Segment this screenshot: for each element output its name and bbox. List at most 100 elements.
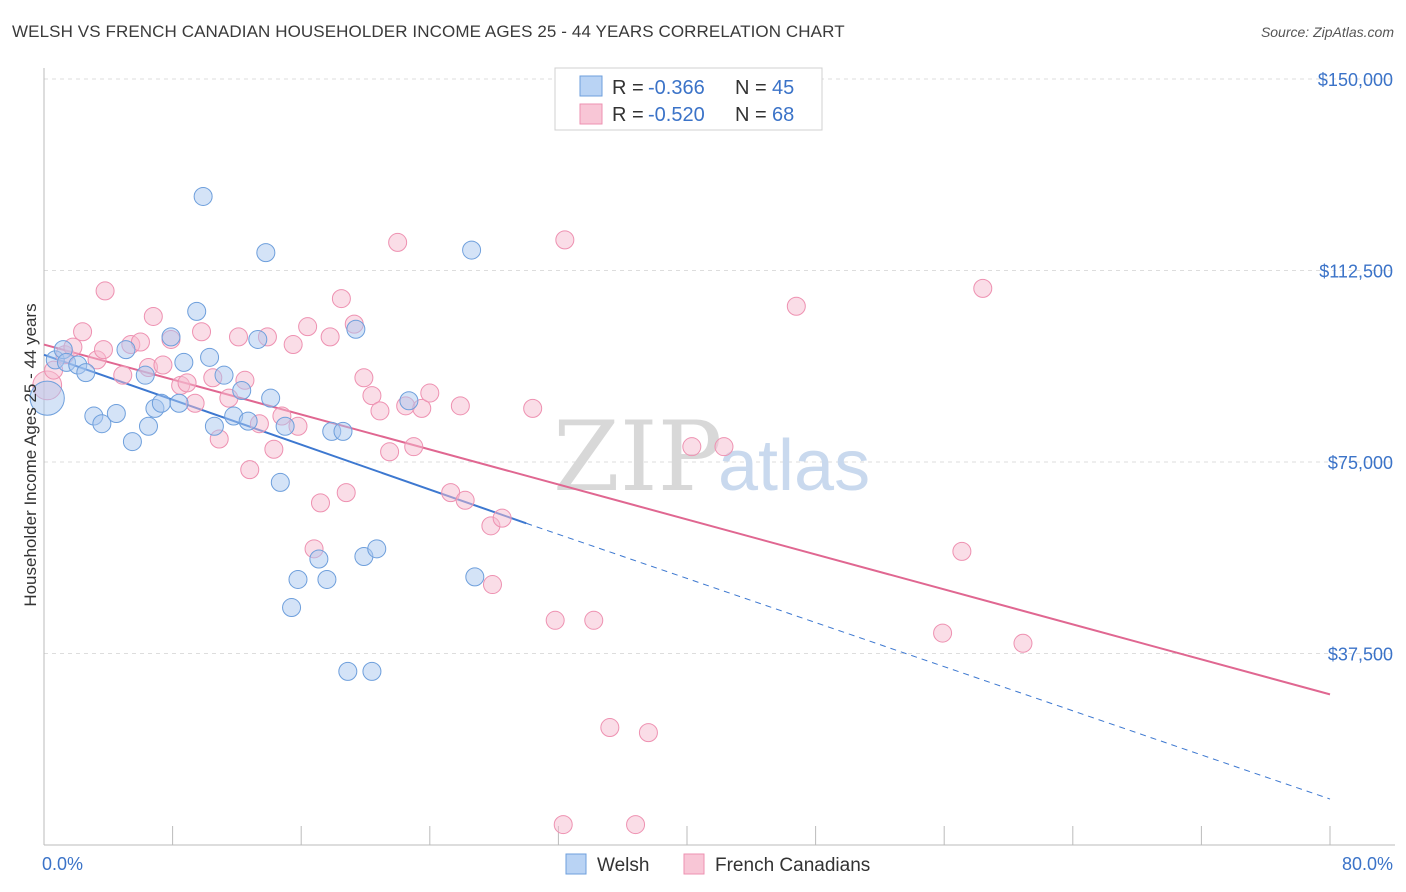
french-canadians-point — [404, 437, 424, 457]
french-canadians-point — [95, 281, 115, 301]
welsh-point — [362, 661, 382, 681]
french-canadians-point — [298, 317, 318, 337]
french-canadians-point — [584, 610, 604, 630]
x-tick-label: 80.0% — [1342, 854, 1393, 874]
data-points — [29, 186, 1033, 835]
welsh-point — [200, 347, 220, 367]
grid-lines — [44, 78, 1395, 654]
watermark-zip: ZIP — [553, 401, 722, 513]
welsh-point — [465, 567, 485, 587]
french-canadians-point — [626, 815, 646, 835]
y-axis-title: Householder Income Ages 25 - 44 years — [21, 303, 40, 606]
french-canadians-point — [320, 327, 340, 347]
welsh-point — [161, 327, 181, 347]
french-canadians-point — [370, 401, 390, 421]
legend-r-label-1: R = — [612, 77, 644, 99]
french-canadians-point — [600, 718, 620, 738]
welsh-point — [333, 421, 353, 441]
series-legend: Welsh French Canadians — [565, 853, 870, 876]
french-canadians-point — [362, 386, 382, 406]
french-canadians-point — [450, 396, 470, 416]
french-canadians-point — [638, 723, 658, 743]
french-canadians-point — [682, 437, 702, 457]
legend-n-value-1: 45 — [772, 77, 794, 99]
y-tick-label: $112,500 — [1319, 262, 1393, 282]
welsh-point — [151, 393, 171, 413]
legend-swatch-welsh — [579, 75, 603, 97]
french-canadians-point — [229, 327, 249, 347]
series-legend-welsh: Welsh — [597, 855, 649, 876]
french-canadians-point — [153, 355, 173, 375]
welsh-point — [346, 319, 366, 339]
welsh-point — [214, 365, 234, 385]
french-canadians-point — [553, 815, 573, 835]
welsh-point — [135, 365, 155, 385]
french-canadians-point — [455, 490, 475, 510]
french-canadians-point — [555, 230, 575, 250]
y-tick-label: $75,000 — [1328, 453, 1393, 473]
french-canadians-point — [192, 322, 212, 342]
french-canadians-point — [331, 289, 351, 309]
french-canadians-point — [388, 232, 408, 252]
french-canadians-point — [113, 365, 133, 385]
welsh-point — [256, 243, 276, 263]
french-canadians-trend-line — [43, 343, 1331, 696]
french-canadians-point — [177, 373, 197, 393]
tick-labels: $37,500 $75,000 $112,500 $150,000 0.0% 80.0% — [42, 70, 1393, 874]
welsh-point — [187, 301, 207, 321]
series-legend-french-canadians: French Canadians — [715, 855, 870, 876]
french-canadians-point — [240, 460, 260, 480]
french-canadians-point — [714, 437, 734, 457]
welsh-point — [29, 380, 65, 416]
welsh-point — [399, 391, 419, 411]
legend-n-label-1: N = — [735, 77, 767, 99]
welsh-point — [317, 569, 337, 589]
welsh-point — [122, 432, 142, 452]
legend-r-value-2: -0.520 — [648, 104, 705, 126]
welsh-point — [288, 569, 308, 589]
french-canadians-point — [73, 322, 93, 342]
welsh-point — [232, 381, 252, 401]
french-canadians-point — [933, 623, 953, 643]
legend-swatch-french-canadians — [579, 103, 603, 125]
french-canadians-point — [492, 508, 512, 528]
french-canadians-point — [380, 442, 400, 462]
french-canadians-point — [482, 575, 502, 595]
french-canadians-point — [143, 306, 163, 326]
chart-title: WELSH VS FRENCH CANADIAN HOUSEHOLDER INC… — [12, 22, 845, 41]
welsh-point — [204, 416, 224, 436]
french-canadians-point — [283, 335, 303, 355]
welsh-point — [193, 186, 213, 206]
welsh-point — [367, 539, 387, 559]
welsh-point — [238, 411, 258, 431]
french-canadians-point — [523, 398, 543, 418]
x-tick-label: 0.0% — [42, 854, 83, 874]
watermark-atlas: atlas — [718, 426, 870, 506]
legend-r-value-1: -0.366 — [648, 77, 705, 99]
welsh-point — [261, 388, 281, 408]
y-tick-label: $37,500 — [1328, 645, 1393, 665]
welsh-point — [138, 416, 158, 436]
french-canadians-point — [310, 493, 330, 513]
french-canadians-point — [336, 483, 356, 503]
welsh-point — [174, 352, 194, 372]
welsh-point — [462, 240, 482, 260]
french-canadians-point — [952, 541, 972, 561]
welsh-point — [116, 340, 136, 360]
watermark: ZIP atlas — [553, 401, 870, 513]
welsh-point — [76, 363, 96, 383]
welsh-point — [169, 393, 189, 413]
french-canadians-point — [185, 393, 205, 413]
french-canadians-point — [420, 383, 440, 403]
welsh-point — [106, 403, 126, 423]
french-canadians-point — [93, 340, 113, 360]
french-canadians-point — [354, 368, 374, 388]
welsh-point — [275, 416, 295, 436]
axes — [43, 68, 1395, 846]
welsh-point — [309, 549, 329, 569]
french-canadians-point — [1013, 633, 1033, 653]
welsh-trend-extension — [526, 522, 1331, 800]
source-label: Source: ZipAtlas.com — [1260, 24, 1394, 40]
welsh-point — [248, 329, 268, 349]
french-canadians-point — [973, 278, 993, 298]
